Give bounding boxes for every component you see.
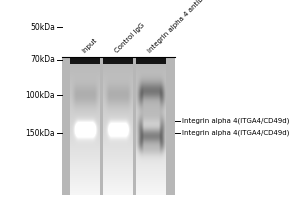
Text: 100kDa: 100kDa	[26, 90, 55, 99]
Text: Control IgG: Control IgG	[114, 22, 146, 54]
Text: 50kDa: 50kDa	[30, 22, 55, 31]
Text: Input: Input	[81, 37, 98, 54]
Text: 70kDa: 70kDa	[30, 55, 55, 64]
Text: Integrin alpha 4 antibody: Integrin alpha 4 antibody	[147, 0, 214, 54]
Text: 150kDa: 150kDa	[26, 129, 55, 138]
Text: Integrin alpha 4(ITGA4/CD49d): Integrin alpha 4(ITGA4/CD49d)	[182, 130, 290, 136]
Text: Integrin alpha 4(ITGA4/CD49d): Integrin alpha 4(ITGA4/CD49d)	[182, 118, 290, 124]
